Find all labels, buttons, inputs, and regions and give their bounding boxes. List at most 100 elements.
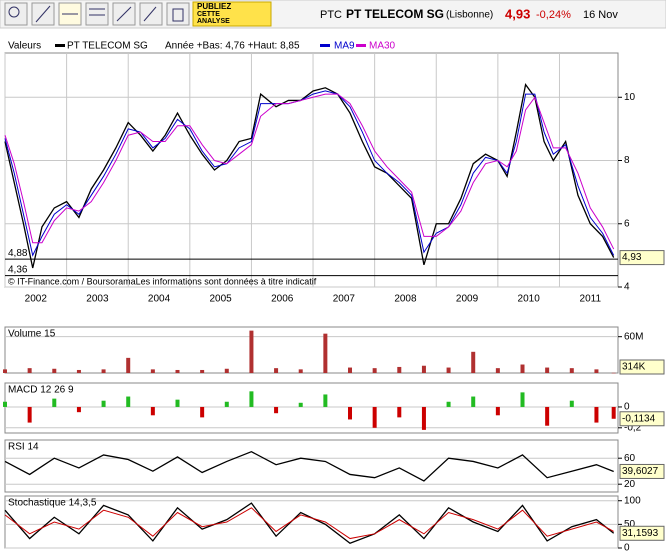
bar — [594, 369, 599, 373]
tool-icons[interactable] — [4, 2, 190, 26]
bar — [545, 367, 550, 373]
series-line — [4, 450, 614, 482]
x-tick-label: 2008 — [394, 294, 417, 305]
x-tick-label: 2003 — [86, 294, 109, 305]
bar — [200, 369, 205, 373]
publish-text: ANALYSE — [197, 18, 230, 25]
last-value-box — [619, 525, 665, 541]
panel-title: Volume 15 — [8, 329, 56, 340]
bar — [76, 369, 81, 373]
x-tick-label: 2002 — [25, 294, 48, 305]
bar — [126, 357, 131, 373]
panel — [4, 326, 619, 374]
legend-swatch — [55, 44, 65, 47]
y-tick-label: 0 — [624, 543, 630, 553]
publish-text: PUBLIEZ — [197, 2, 231, 11]
legend-title: Valeurs — [8, 41, 41, 52]
bar — [397, 366, 402, 373]
bar — [52, 398, 57, 407]
series-line — [4, 90, 615, 257]
series-line — [4, 507, 614, 540]
channel-icon — [143, 6, 157, 22]
y-tick-label: 10 — [624, 92, 636, 103]
last-value-label: -0,1134 — [622, 413, 656, 424]
bar — [594, 406, 599, 423]
legend-swatch — [320, 44, 330, 47]
bar — [101, 369, 106, 373]
ticker: PTC — [320, 9, 342, 21]
x-tick-label: 2005 — [210, 294, 233, 305]
bar — [397, 406, 402, 418]
bar — [175, 369, 180, 373]
bar — [611, 372, 616, 374]
bar — [495, 368, 500, 373]
bar — [150, 406, 155, 416]
bar — [520, 392, 525, 407]
last-value-label: 4,93 — [622, 252, 642, 263]
publish-button[interactable] — [192, 1, 272, 27]
zoom-tool[interactable] — [4, 2, 28, 26]
bar — [3, 401, 7, 407]
bar — [545, 406, 550, 426]
legend-note: Année +Bas: 4,76 +Haut: 8,85 — [165, 41, 300, 52]
bar — [76, 406, 81, 413]
legend-label: PT TELECOM SG — [67, 41, 148, 52]
last-value-label: 31,1593 — [622, 528, 659, 539]
bar — [27, 406, 32, 423]
level-label: 4,36 — [8, 264, 28, 275]
change: -0,24% — [536, 9, 571, 21]
delete-tool[interactable] — [166, 2, 190, 26]
channel-tool[interactable] — [139, 2, 163, 26]
y-tick-label: 4 — [624, 282, 630, 293]
bar — [323, 394, 328, 407]
bar — [249, 391, 254, 407]
toolbar — [0, 0, 666, 29]
y-tick-label: 60 — [624, 453, 636, 464]
bar — [446, 401, 451, 407]
bar — [471, 396, 476, 407]
panel — [4, 495, 619, 549]
y-tick-label: 8 — [624, 155, 630, 166]
legend-label: MA30 — [369, 41, 396, 52]
line-icon — [35, 5, 51, 23]
date: 16 Nov — [583, 9, 618, 21]
legend-swatch — [356, 44, 366, 47]
bar — [495, 406, 500, 416]
panel-title: Stochastique 14,3,5 — [8, 498, 97, 509]
x-tick-label: 2009 — [456, 294, 479, 305]
legend-label: MA9 — [334, 41, 355, 52]
bar — [323, 333, 328, 373]
bar — [274, 368, 279, 373]
bar — [3, 369, 7, 373]
y-tick-label: 100 — [624, 495, 641, 506]
bar — [471, 351, 476, 373]
series-line — [4, 83, 615, 269]
bar — [298, 402, 303, 407]
bar — [224, 401, 229, 407]
trend-icon — [116, 6, 132, 22]
x-tick-label: 2007 — [333, 294, 356, 305]
last-value-label: 39,6027 — [622, 466, 659, 477]
bar — [348, 367, 353, 373]
market: (Lisbonne) — [446, 10, 493, 21]
bar — [446, 367, 451, 373]
x-tick-label: 2006 — [271, 294, 294, 305]
y-tick-label: 0 — [624, 402, 630, 413]
bar — [249, 330, 254, 373]
stock-name: PT TELECOM SG — [346, 7, 444, 21]
panel — [4, 52, 619, 288]
bar — [421, 365, 426, 373]
fibo-tool[interactable] — [85, 2, 109, 26]
level-label: 4,88 — [8, 248, 28, 259]
last-value-box — [619, 411, 665, 427]
bar — [200, 406, 205, 418]
y-tick-label: 6 — [624, 218, 630, 229]
panel — [4, 439, 619, 493]
bar — [348, 406, 353, 420]
panel-title: RSI 14 — [8, 442, 39, 453]
last-value-box — [619, 359, 665, 375]
credit: © IT-Finance.com / BoursoramaLes informa… — [8, 276, 317, 286]
bar — [224, 368, 229, 373]
publish-text: CETTE — [197, 11, 220, 18]
